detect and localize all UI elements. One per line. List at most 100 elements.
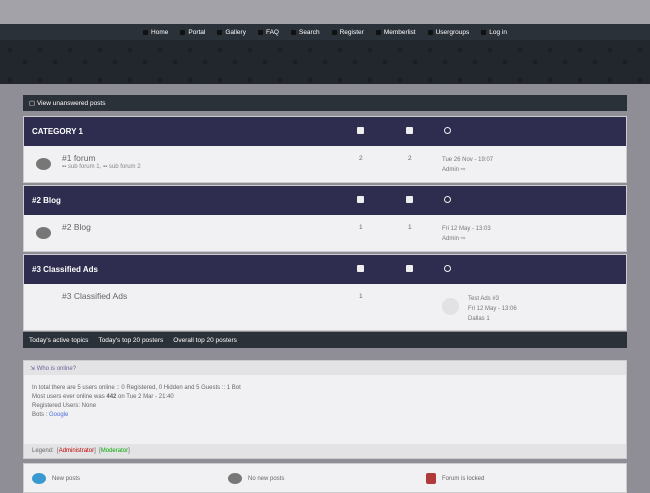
registered-users: Registered Users: None	[32, 403, 97, 409]
category-2: #2 Blog #2 Blog 1 1 Fri 12 May - 13:03 Ad…	[23, 185, 627, 252]
posts-count: 1	[408, 224, 412, 231]
posts-count: 2	[408, 155, 412, 162]
last-post-user[interactable]: Admin	[442, 236, 460, 242]
legend-label: Legend:	[32, 448, 54, 454]
last-post-user[interactable]: Dallas 1	[468, 316, 490, 322]
memberlist-icon	[375, 29, 381, 35]
category-1: CATEGORY 1 #1 forum ▪▪ sub forum 1, ▪▪ s…	[23, 116, 627, 183]
icon-legend: New posts No new posts Forum is locked	[23, 463, 627, 493]
last-post-user[interactable]: Admin	[442, 167, 460, 173]
subforum-link[interactable]: sub forum 2	[108, 164, 141, 170]
subforum-link[interactable]: sub forum 1	[67, 164, 100, 170]
posts-icon	[406, 265, 413, 272]
today-top-posters-link[interactable]: Today's top 20 posters	[98, 336, 164, 344]
nav-label: Portal	[188, 28, 206, 36]
faq-icon	[257, 29, 263, 35]
nav-home[interactable]: Home	[143, 29, 168, 36]
nav-label: Register	[339, 28, 364, 36]
stats-links-bar: Today's active topics Today's top 20 pos…	[23, 332, 627, 348]
record-number: 442	[106, 394, 117, 400]
bots-label: Bots :	[32, 412, 50, 418]
forum-row: #3 Classified Ads 1 Test Ads #3 Fri 12 Ma…	[24, 284, 626, 330]
category-title[interactable]: #3 Classified Ads	[32, 265, 98, 274]
category-header: CATEGORY 1	[24, 117, 626, 146]
key-new: New posts	[32, 473, 80, 484]
unanswered-link[interactable]: ▢ View unanswered posts	[29, 100, 106, 107]
top-strip	[0, 0, 650, 24]
nav-register[interactable]: Register	[331, 28, 364, 36]
clock-icon	[444, 265, 451, 272]
clock-icon	[444, 127, 451, 134]
who-body: In total there are 5 users online :: 0 R…	[24, 375, 626, 444]
subforums: ▪▪ sub forum 1, ▪▪ sub forum 2	[62, 164, 141, 170]
login-icon	[481, 29, 487, 35]
category-title[interactable]: #2 Blog	[32, 196, 61, 205]
legend: Legend: [Administrator] [Moderator]	[24, 444, 626, 458]
topics-count: 2	[359, 155, 363, 162]
forum-row: #1 forum ▪▪ sub forum 1, ▪▪ sub forum 2 …	[24, 146, 626, 182]
nav-search[interactable]: Search	[290, 28, 320, 36]
who-header: ⇲ Who is online?	[24, 361, 626, 375]
online-total: In total there are 5 users online :: 0 R…	[32, 385, 241, 391]
nav-usergroups[interactable]: Usergroups	[427, 28, 470, 36]
category-3: #3 Classified Ads #3 Classified Ads 1 Te…	[23, 254, 627, 331]
online-record: Most users ever online was 442 on Tue 2 …	[32, 393, 618, 402]
search-icon	[290, 29, 296, 35]
last-post: Tue 26 Nov - 19:07 Admin ⇨	[442, 157, 494, 173]
unanswered-label: View unanswered posts	[36, 100, 106, 107]
legend-admin[interactable]: Administrator	[58, 448, 95, 454]
bot-google: Google	[49, 412, 69, 418]
usergroups-icon	[427, 29, 433, 35]
nav-memberlist[interactable]: Memberlist	[375, 28, 416, 36]
last-post-topic[interactable]: Test Ads #3	[468, 296, 500, 302]
nav-gallery[interactable]: Gallery	[217, 29, 246, 36]
last-post: Fri 12 May - 13:03 Admin ⇨	[442, 226, 491, 242]
forum-row: #2 Blog 1 1 Fri 12 May - 13:03 Admin ⇨	[24, 215, 626, 251]
topics-icon	[357, 127, 364, 134]
text: Most users ever online was	[32, 394, 107, 400]
topics-icon	[357, 265, 364, 272]
nav-label: Search	[298, 28, 320, 36]
text: on Tue 2 Mar - 21:40	[116, 394, 174, 400]
no-new-posts-icon	[36, 227, 51, 239]
bots-line: Bots : Google	[32, 411, 618, 420]
key-label: Forum is locked	[442, 475, 485, 482]
gallery-icon	[217, 29, 223, 35]
nav-label: Memberlist	[383, 28, 416, 36]
who-title[interactable]: Who is online?	[36, 366, 77, 372]
active-topics-link[interactable]: Today's active topics	[29, 336, 89, 344]
overall-top-posters-link[interactable]: Overall top 20 posters	[173, 336, 237, 344]
posts-icon	[406, 127, 413, 134]
forum-title[interactable]: #1 forum	[62, 153, 96, 163]
key-locked: Forum is locked	[426, 473, 484, 484]
lock-icon	[426, 473, 436, 484]
nav-portal[interactable]: Portal	[180, 29, 205, 36]
register-icon	[331, 29, 337, 35]
category-title[interactable]: CATEGORY 1	[32, 127, 83, 136]
last-post-date: Tue 26 Nov - 19:07	[442, 157, 494, 163]
nav-faq[interactable]: FAQ	[257, 28, 279, 36]
key-label: No new posts	[248, 475, 285, 482]
topics-count: 1	[359, 224, 363, 231]
no-new-posts-icon	[36, 158, 51, 170]
nav-login[interactable]: Log in	[481, 29, 507, 36]
no-new-posts-icon	[228, 473, 242, 484]
nav-label: Usergroups	[435, 28, 470, 36]
forum-title[interactable]: #3 Classified Ads	[62, 291, 128, 301]
last-post: Test Ads #3 Fri 12 May - 13:06 Dallas 1	[468, 294, 517, 324]
who-is-online: ⇲ Who is online? In total there are 5 us…	[23, 360, 627, 459]
forum-title[interactable]: #2 Blog	[62, 222, 91, 232]
new-posts-icon	[32, 473, 46, 484]
last-post-date: Fri 12 May - 13:06	[468, 306, 517, 312]
unanswered-bar: ▢ View unanswered posts	[23, 95, 627, 111]
main-nav: Home Portal Gallery FAQ Search Register …	[0, 24, 650, 40]
legend-moderator[interactable]: Moderator	[100, 448, 129, 454]
nav-label: FAQ	[265, 28, 279, 36]
key-label: New posts	[52, 475, 81, 482]
user-avatar	[442, 298, 459, 315]
nav-label: Home	[151, 28, 169, 36]
home-icon	[143, 29, 149, 35]
nav-label: Gallery	[225, 28, 246, 36]
clock-icon	[444, 196, 451, 203]
last-post-date: Fri 12 May - 13:03	[442, 226, 491, 232]
